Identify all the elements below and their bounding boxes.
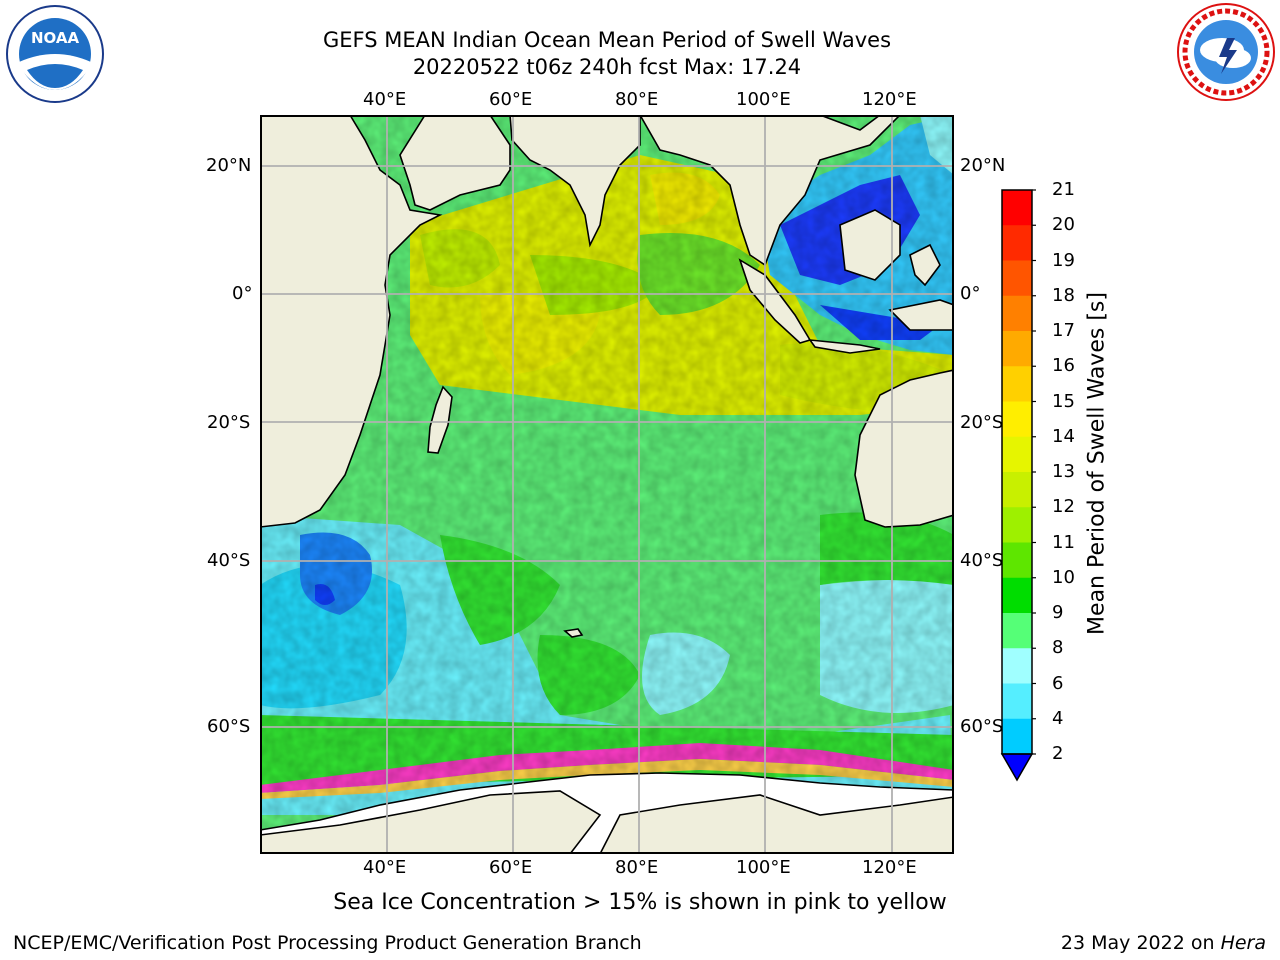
colorbar-segment xyxy=(1002,331,1032,367)
colorbar-tick-label: 9 xyxy=(1052,602,1064,623)
footer-credit: NCEP/EMC/Verification Post Processing Pr… xyxy=(13,932,642,954)
lon-label-top-40e: 40°E xyxy=(363,89,407,110)
chart-subtitle: 20220522 t06z 240h fcst Max: 17.24 xyxy=(412,55,802,79)
footer-date-text: 23 May 2022 on xyxy=(1060,932,1215,954)
colorbar-segment xyxy=(1002,295,1032,332)
colorbar-segment xyxy=(1002,472,1032,508)
colorbar-tick-label: 13 xyxy=(1052,461,1075,482)
footer-date: 23 May 2022 on Hera xyxy=(1061,932,1266,954)
colorbar-segment xyxy=(1002,507,1032,543)
colorbar-tick-label: 12 xyxy=(1052,496,1075,518)
colorbar-segment xyxy=(1002,542,1032,579)
lon-label-bottom-120e: 120°E xyxy=(862,857,917,878)
colorbar-segment xyxy=(1002,225,1032,261)
lat-label-right-0: 0° xyxy=(960,283,981,304)
lon-label-top-60e: 60°E xyxy=(489,89,533,110)
colorbar xyxy=(1000,186,1036,786)
lon-label-bottom-100e: 100°E xyxy=(736,857,791,878)
lat-label-right-20s: 20°S xyxy=(960,412,1004,433)
colorbar-tick-label: 11 xyxy=(1052,531,1075,553)
colorbar-segment xyxy=(1002,718,1032,755)
colorbar-tick-label: 18 xyxy=(1052,284,1075,306)
chart-title: GEFS MEAN Indian Ocean Mean Period of Sw… xyxy=(322,28,892,52)
colorbar-tick-label: 17 xyxy=(1052,320,1075,341)
lon-label-top-120e: 120°E xyxy=(862,89,917,110)
colorbar-segment xyxy=(1002,436,1032,473)
lat-label-left-20n: 20°N xyxy=(206,155,252,176)
colorbar-tick-label: 20 xyxy=(1052,214,1075,236)
land-masses xyxy=(260,115,954,854)
map-frame xyxy=(260,115,954,854)
lat-label-left-20s: 20°S xyxy=(207,412,251,433)
colorbar-segment xyxy=(1002,683,1032,720)
lat-label-right-20n: 20°N xyxy=(960,155,1006,176)
colorbar-tick-label: 6 xyxy=(1052,672,1064,694)
lat-label-right-40s: 40°S xyxy=(960,550,1004,571)
lon-label-bottom-40e: 40°E xyxy=(363,857,407,878)
lat-label-left-40s: 40°S xyxy=(207,550,251,571)
colorbar-segment xyxy=(1002,577,1032,614)
colorbar-segment xyxy=(1002,613,1032,649)
colorbar-tick-label: 14 xyxy=(1052,425,1075,447)
noaa-logo: NOAA xyxy=(5,4,105,104)
colorbar-tick-label: 16 xyxy=(1052,355,1075,377)
colorbar-ticks: 21 20 19 18 17 16 15 14 13 12 11 10 9 8 6 4 2 xyxy=(1042,180,1102,770)
lon-label-top-80e: 80°E xyxy=(615,89,659,110)
colorbar-title: Mean Period of Swell Waves [s] xyxy=(1084,292,1110,635)
footer-host: Hera xyxy=(1220,932,1266,954)
colorbar-segment xyxy=(1002,190,1032,226)
colorbar-tick-label: 15 xyxy=(1052,390,1075,412)
lon-label-bottom-80e: 80°E xyxy=(615,857,659,878)
colorbar-extend-triangle xyxy=(1000,753,1034,782)
lon-label-bottom-60e: 60°E xyxy=(489,857,533,878)
colorbar-tick-label: 4 xyxy=(1052,707,1064,729)
lat-label-left-0: 0° xyxy=(232,283,253,304)
colorbar-tick-label: 10 xyxy=(1052,566,1075,588)
colorbar-tick-label: 19 xyxy=(1052,249,1075,271)
lat-label-right-60s: 60°S xyxy=(960,716,1004,737)
colorbar-tick-label: 8 xyxy=(1052,637,1064,659)
colorbar-segment xyxy=(1002,366,1032,402)
nws-logo xyxy=(1175,2,1277,102)
lat-label-left-60s: 60°S xyxy=(207,716,251,737)
sea-ice-caption: Sea Ice Concentration > 15% is shown in … xyxy=(333,890,947,915)
swell-period-map xyxy=(260,115,954,854)
colorbar-segment xyxy=(1002,260,1032,297)
lon-label-top-100e: 100°E xyxy=(736,89,791,110)
colorbar-segment xyxy=(1002,401,1032,438)
colorbar-tick-label: 21 xyxy=(1052,179,1075,200)
map-panel xyxy=(260,115,954,854)
noaa-logo-text: NOAA xyxy=(31,29,80,47)
graticule xyxy=(260,115,954,854)
colorbar-tick-label: 2 xyxy=(1052,743,1064,764)
colorbar-segment xyxy=(1002,648,1032,684)
